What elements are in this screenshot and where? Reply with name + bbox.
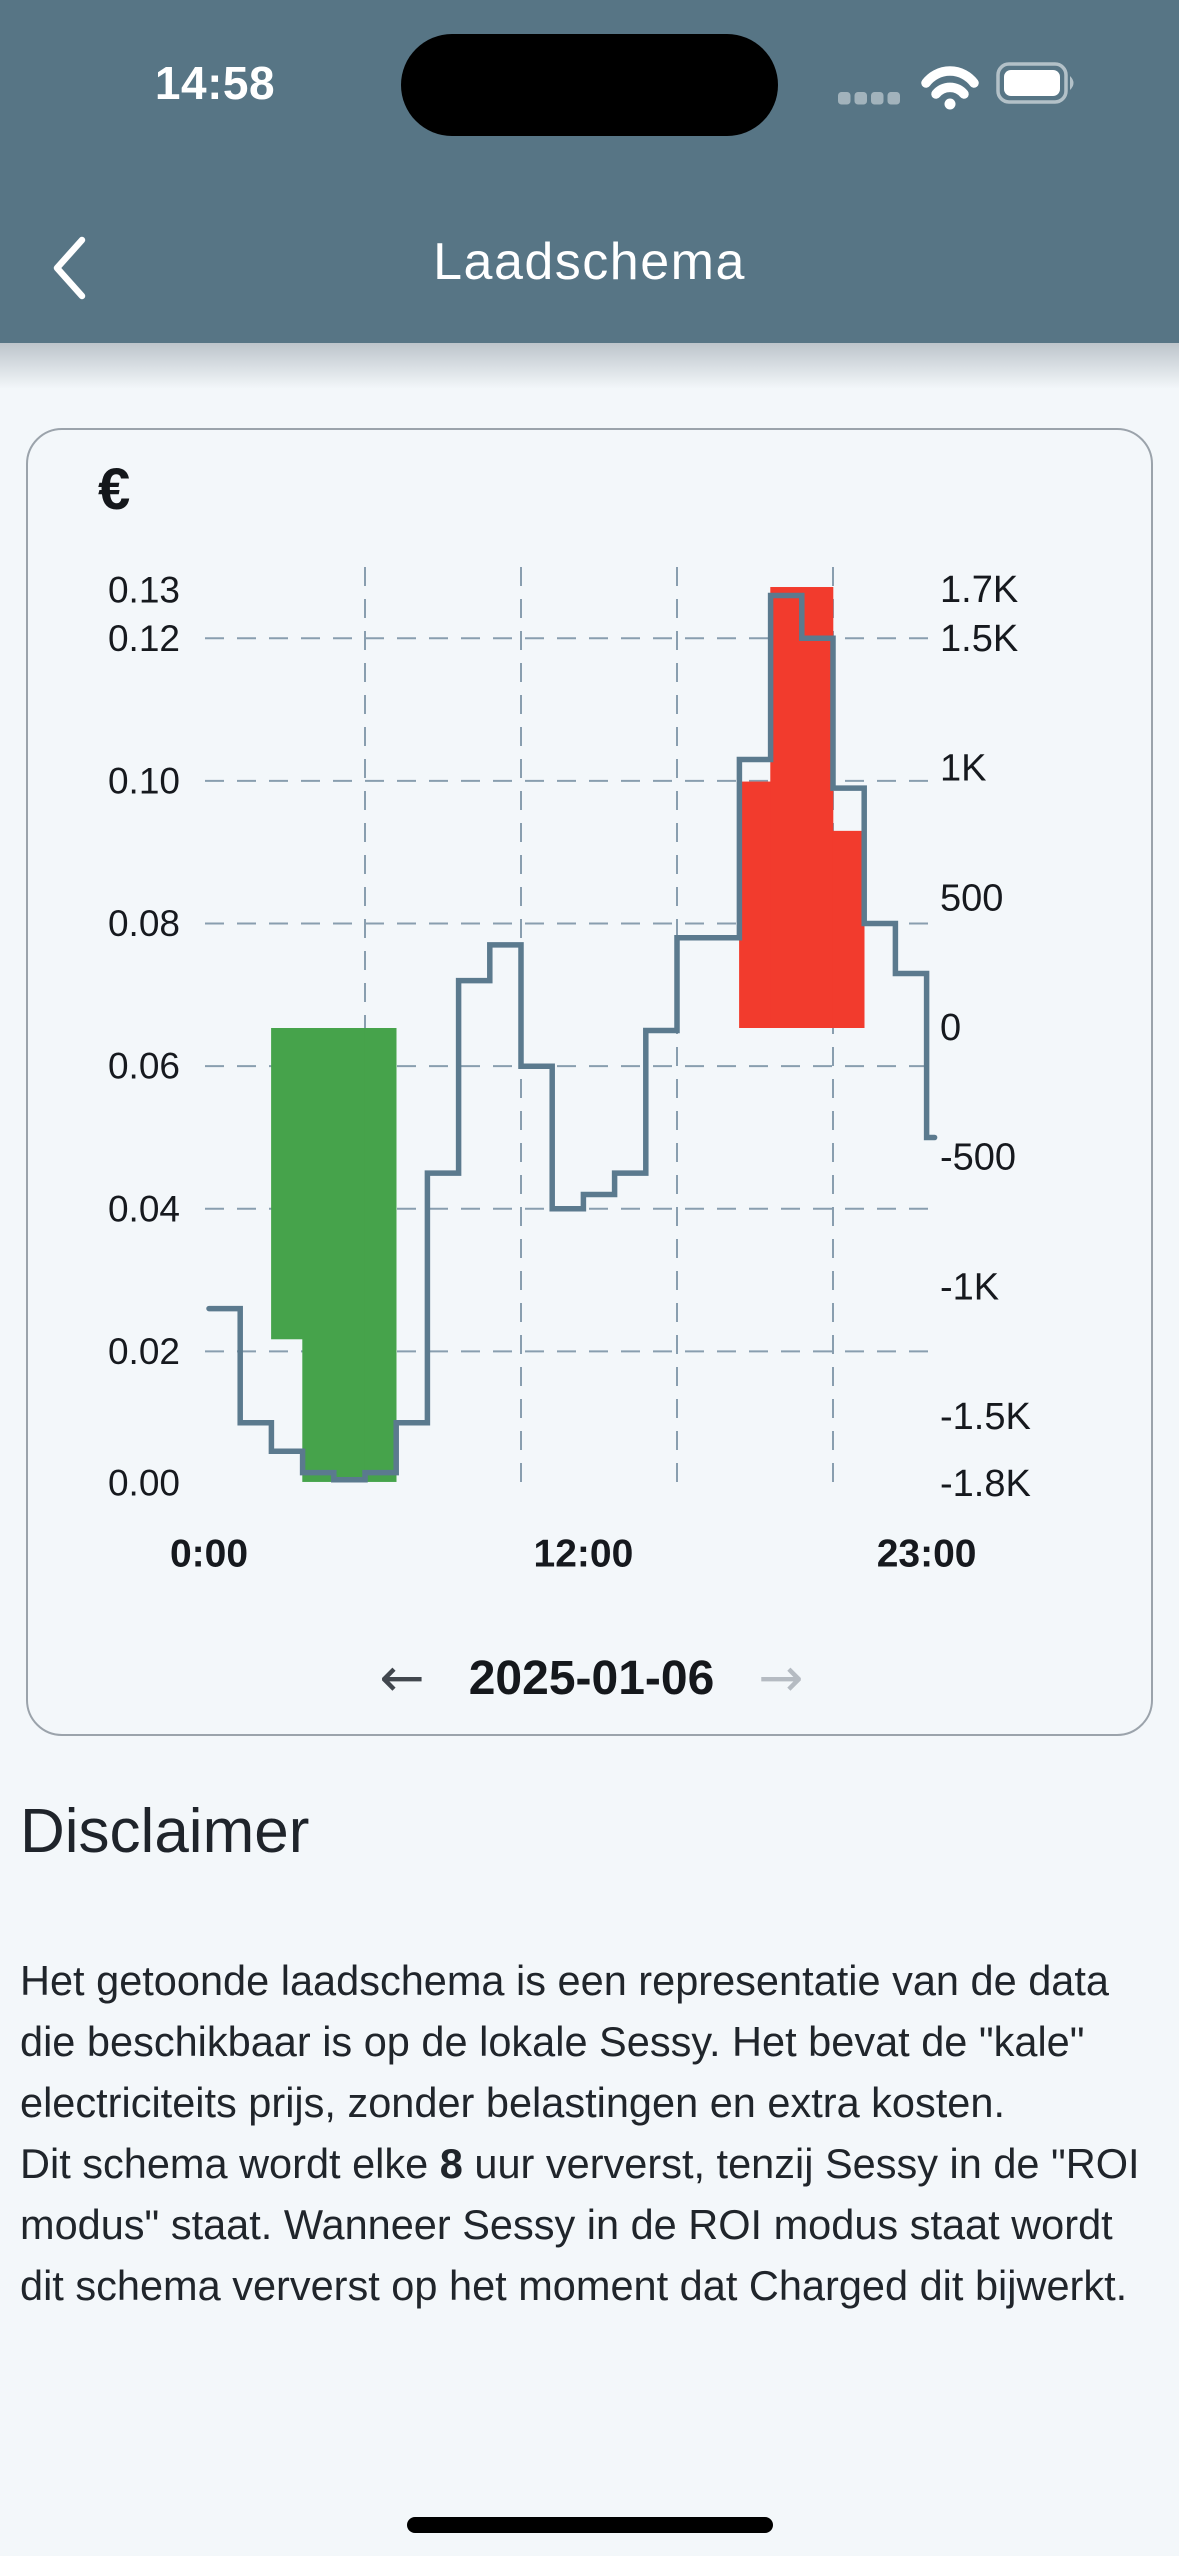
- disclaimer-refresh-hours: 8: [439, 2139, 463, 2187]
- header: 14:58 Laadschema: [0, 0, 1179, 343]
- price-axis-tick-label: 0.04: [108, 1188, 180, 1229]
- status-time: 14:58: [154, 57, 276, 109]
- chart-svg: 0.13 0.12 0.10 0.08 0.06 0.04 0.02 0.00 1.7K 1.5K…: [108, 567, 1031, 1576]
- power-axis-tick-label: -1K: [940, 1266, 999, 1308]
- currency-symbol: €: [98, 457, 131, 522]
- power-axis-tick-label: -1.8K: [940, 1463, 1031, 1505]
- hour-axis-tick-label: 12:00: [534, 1533, 634, 1576]
- next-day-button[interactable]: →: [758, 1646, 804, 1709]
- price-axis-tick-label: 0.02: [108, 1331, 180, 1372]
- battery-icon: [996, 62, 1074, 104]
- back-button[interactable]: [34, 226, 104, 310]
- power-axis-tick-label: 0: [940, 1007, 961, 1049]
- power-axis-tick-label: 500: [940, 877, 1003, 919]
- disclaimer-text: Het getoonde laadschema is een represent…: [20, 1950, 1160, 2316]
- price-axis-tick-label: 0.12: [108, 618, 180, 659]
- date-label: 2025-01-06: [468, 1651, 715, 1705]
- chart-axis-labels: 0.13 0.12 0.10 0.08 0.06 0.04 0.02 0.00 1.7K 1.5K…: [108, 569, 1031, 1576]
- charge-bar: [302, 1028, 335, 1482]
- cellular-dots-icon: [838, 92, 900, 105]
- home-indicator[interactable]: [407, 2517, 773, 2533]
- disclaimer-part1: Het getoonde laadschema is een represent…: [20, 1956, 1109, 2126]
- dynamic-island: [401, 34, 778, 136]
- power-axis-tick-label: 1K: [940, 748, 986, 790]
- power-axis-tick-label: 1.7K: [940, 569, 1018, 611]
- disclaimer-part2-after: uur ververst, tenzij Sessy in de "ROI mo…: [20, 2139, 1140, 2309]
- price-axis-tick-label: 0.06: [108, 1046, 180, 1087]
- power-axis-tick-label: 1.5K: [940, 618, 1018, 660]
- disclaimer-title: Disclaimer: [20, 1797, 310, 1866]
- charge-bar: [271, 1028, 303, 1340]
- charge-bar: [364, 1028, 397, 1482]
- chart-card: € 0.13 0.12 0.10 0.08 0.06 0.04 0.02 0.00 1.7K 1.…: [26, 428, 1153, 1736]
- previous-day-button[interactable]: ←: [379, 1646, 425, 1709]
- price-axis-tick-label: 0.13: [108, 570, 180, 611]
- charge-bar: [333, 1028, 366, 1482]
- disclaimer-part2-before: Dit schema wordt elke: [20, 2139, 440, 2187]
- page-title: Laadschema: [433, 233, 746, 291]
- power-axis-tick-label: -500: [940, 1137, 1016, 1179]
- status-icons: [838, 62, 1074, 110]
- price-axis-tick-label: 0.10: [108, 760, 180, 801]
- hour-axis-tick-label: 0:00: [170, 1533, 248, 1576]
- wifi-icon: [921, 66, 979, 110]
- chevron-left-icon: [53, 236, 86, 300]
- discharge-bar: [801, 587, 834, 1028]
- price-axis-tick-label: 0.08: [108, 903, 180, 944]
- discharge-bar: [832, 830, 865, 1028]
- discharge-bar: [770, 587, 803, 1028]
- power-bars: [271, 587, 865, 1482]
- discharge-bar: [739, 781, 771, 1028]
- power-axis-tick-label: -1.5K: [940, 1396, 1031, 1438]
- price-axis-tick-label: 0.00: [108, 1463, 180, 1504]
- hour-axis-tick-label: 23:00: [877, 1533, 977, 1576]
- price-step-line: [206, 592, 938, 1483]
- date-nav: ← 2025-01-06 →: [28, 1638, 1155, 1718]
- header-shadow: [0, 343, 1179, 389]
